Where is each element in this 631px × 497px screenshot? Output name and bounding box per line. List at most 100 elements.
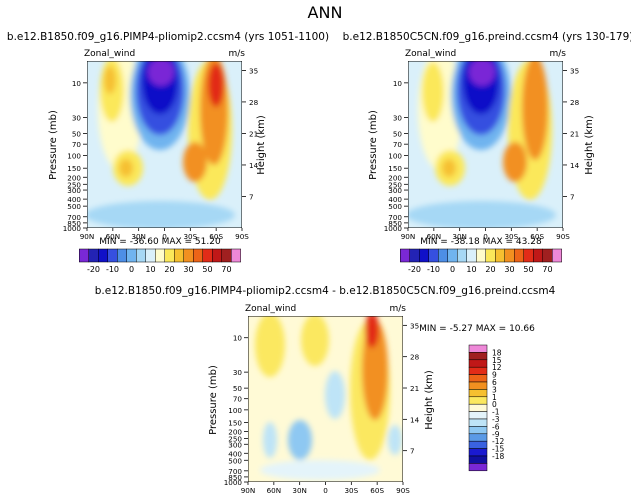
colorbar-label: 3 [492,385,497,394]
y-tick-label: 10 [233,334,243,343]
colorbar-swatch [495,248,505,263]
panel-1-ylabel-right: Height (km) [256,115,267,175]
colorbar-swatch [438,248,448,263]
colorbar-label: 1 [492,393,497,402]
colorbar-swatch [183,248,194,263]
colorbar-swatch [164,248,175,263]
y-tick-label: 250 [228,435,242,444]
panel-2-units: m/s [550,49,567,59]
x-tick-label: 0 [162,232,167,241]
height-tick-label: 7 [249,192,254,201]
y-tick-label: 700 [388,213,402,222]
colorbar-swatch [504,248,515,263]
colorbar-label: -15 [492,445,504,454]
y-tick-label: 200 [388,173,402,182]
x-tick-label: 60S [209,232,223,241]
colorbar-swatch [523,248,534,263]
y-tick-label: 250 [388,180,402,189]
x-tick-label: 30S [344,486,358,493]
panel-3-surface-pale-blue [260,460,380,480]
colorbar-swatch [542,248,553,263]
y-tick-label: 400 [228,449,242,458]
panel-3: b.e12.B1850.f09_g16.PIMP4-pliomip2.ccsm4… [95,285,556,495]
colorbar-swatch [468,463,488,472]
panel-1-colorbar: -20 -10 0 10 20 30 50 70 [79,248,241,274]
panel-3-x-ticks: 90N 60N 30N 0 30S 60S 90S [241,482,410,495]
colorbar-swatch [126,248,137,263]
panel-1: b.e12.B1850.f09_g16.PIMP4-pliomip2.ccsm4… [7,31,329,274]
panel-1-title: b.e12.B1850.f09_g16.PIMP4-pliomip2.ccsm4… [7,31,329,43]
colorbar-swatch [468,411,488,420]
panel-3-ylabel-right: Height (km) [424,370,435,430]
x-tick-label: 30N [292,486,307,493]
height-tick-label: 21 [570,129,579,138]
colorbar-label: 0 [492,400,497,409]
y-tick-label: 70 [393,140,403,149]
page-title: ANN [308,3,343,22]
colorbar-swatch [457,248,467,263]
x-tick-label: 90N [80,232,95,241]
colorbar-swatch [79,248,89,263]
colorbar-swatch [400,248,410,263]
colorbar-label: -6 [492,422,500,431]
colorbar-label: 15 [492,356,502,365]
colorbar-swatch [117,248,127,263]
height-tick-label: 21 [249,129,258,138]
y-tick-label: 500 [388,202,402,211]
height-tick-label: 28 [570,98,580,107]
colorbar-swatch [468,352,488,361]
colorbar-swatch [468,426,488,435]
colorbar-swatch [136,248,146,263]
panel-3-units: m/s [390,304,407,314]
x-tick-label: 60S [530,232,544,241]
y-tick-label: 70 [72,140,82,149]
panel-3-light-blue-tropics [325,371,345,419]
y-tick-label: 700 [67,213,81,222]
panel-3-sh-lower-blue [388,425,402,455]
colorbar-swatch [428,248,439,263]
y-tick-label: 150 [67,164,81,173]
colorbar-swatch [468,403,488,412]
colorbar-swatch [476,248,486,263]
y-tick-label: 1000 [63,224,82,233]
colorbar-swatch [447,248,458,263]
y-tick-label: 300 [67,186,81,195]
x-tick-label: 60S [370,486,384,493]
colorbar-swatch [468,455,488,464]
colorbar-label: -12 [492,437,504,446]
colorbar-label: 10 [466,265,476,274]
y-tick-label: 200 [228,428,242,437]
panel-3-variable-label: Zonal_wind [245,304,296,314]
y-tick-label: 150 [228,419,242,428]
y-tick-label: 10 [72,79,82,88]
panel-1-units: m/s [229,49,246,59]
panel-2-contour-field [408,61,563,228]
y-tick-label: 700 [228,467,242,476]
height-tick-label: 7 [410,447,415,456]
panel-3-blue-lower-left [263,422,277,458]
y-tick-label: 100 [228,406,242,415]
y-tick-label: 10 [393,79,403,88]
panel-3-title: b.e12.B1850.f09_g16.PIMP4-pliomip2.ccsm4… [95,285,556,297]
panel-1-subtropical-jet-orange [119,159,133,177]
x-tick-label: 30S [183,232,197,241]
x-tick-label: 90S [235,232,249,241]
y-tick-label: 200 [67,173,81,182]
colorbar-label: 70 [221,265,231,274]
y-tick-label: 850 [228,473,242,482]
height-tick-label: 14 [249,161,259,170]
colorbar-swatch [514,248,524,263]
x-tick-label: 30S [504,232,518,241]
height-tick-label: 35 [570,66,579,75]
panel-3-yellow-nh-high [255,316,285,377]
colorbar-label: 10 [145,265,155,274]
panel-2-title: b.e12.B1850C5CN.f09_g16.preind.ccsm4 (yr… [343,31,631,43]
y-tick-label: 150 [388,164,402,173]
panel-2-stats: MIN = -38.18 MAX = 43.28 [420,237,542,247]
panel-3-blue-lower-nh [288,420,312,460]
colorbar-swatch [107,248,118,263]
colorbar-swatch [468,366,488,375]
panel-2-subtropical-jet-orange [442,159,456,177]
